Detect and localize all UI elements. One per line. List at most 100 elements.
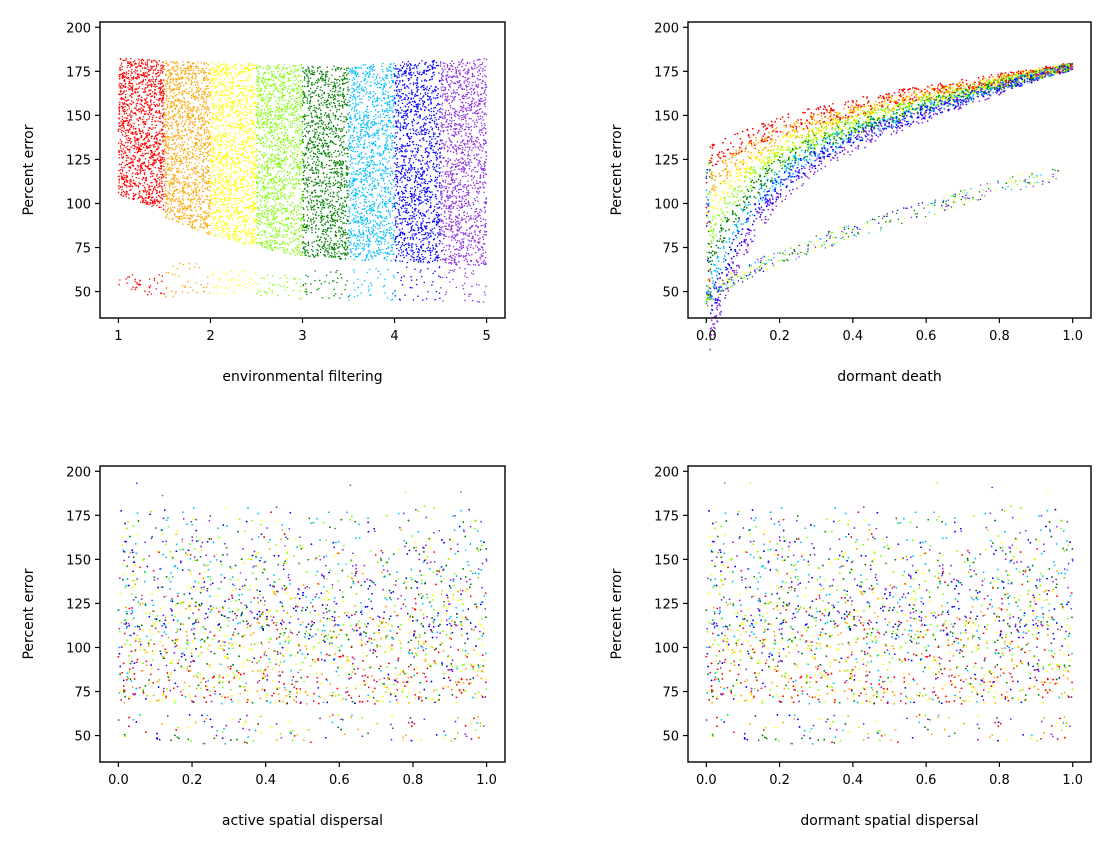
data-point: [160, 171, 162, 173]
data-point: [135, 143, 137, 145]
data-point: [121, 98, 123, 100]
data-point: [153, 115, 155, 117]
data-point: [161, 178, 163, 180]
data-point: [119, 78, 121, 80]
data-point: [156, 175, 158, 177]
data-point: [179, 114, 181, 116]
data-point: [182, 202, 184, 204]
data-point: [135, 128, 137, 130]
data-point: [135, 107, 137, 109]
data-point: [149, 112, 151, 114]
data-point: [169, 137, 171, 139]
data-point: [175, 81, 177, 83]
data-point: [126, 100, 128, 102]
data-point: [167, 198, 169, 200]
data-point: [150, 176, 152, 178]
data-point: [148, 138, 150, 140]
data-point: [121, 151, 123, 153]
data-point: [202, 179, 204, 181]
data-point: [163, 193, 165, 195]
data-point: [156, 99, 158, 101]
data-point: [177, 189, 179, 191]
data-point: [210, 225, 212, 227]
data-point: [135, 66, 137, 68]
data-point: [159, 110, 161, 112]
data-point: [148, 118, 150, 120]
data-point: [184, 68, 186, 70]
data-point: [155, 127, 157, 129]
data-point: [146, 72, 148, 74]
data-point: [165, 99, 167, 101]
data-point: [204, 176, 206, 178]
data-point: [187, 104, 189, 106]
data-point: [167, 209, 169, 211]
data-point: [119, 279, 121, 281]
data-point: [125, 147, 127, 149]
data-point: [168, 119, 170, 121]
data-point: [145, 102, 147, 104]
data-point: [182, 61, 184, 63]
data-point: [143, 73, 145, 75]
data-point: [176, 61, 178, 63]
data-point: [132, 131, 134, 133]
data-point: [200, 207, 202, 209]
data-point: [120, 59, 122, 61]
data-point: [136, 105, 138, 107]
data-point: [151, 129, 153, 131]
data-point: [139, 158, 141, 160]
data-point: [182, 218, 184, 220]
data-point: [123, 195, 125, 197]
data-point: [205, 106, 207, 108]
data-point: [124, 106, 126, 108]
data-point: [207, 225, 209, 227]
data-point: [166, 202, 168, 204]
data-point: [206, 77, 208, 79]
data-point: [159, 115, 161, 117]
data-point: [208, 212, 210, 214]
data-point: [156, 94, 158, 96]
data-point: [140, 201, 142, 203]
data-point: [133, 76, 135, 78]
data-point: [175, 175, 177, 177]
data-point: [209, 200, 211, 202]
data-point: [149, 291, 151, 293]
data-point: [150, 101, 152, 103]
data-point: [184, 148, 186, 150]
data-point: [208, 190, 210, 192]
data-point: [197, 131, 199, 133]
data-point: [171, 163, 173, 165]
data-point: [166, 88, 168, 90]
data-point: [125, 59, 127, 61]
data-point: [187, 148, 189, 150]
data-point: [207, 85, 209, 87]
data-point: [187, 110, 189, 112]
data-point: [162, 117, 164, 119]
data-point: [127, 146, 129, 148]
data-point: [118, 113, 120, 115]
data-point: [130, 185, 132, 187]
data-point: [207, 88, 209, 90]
data-point: [187, 113, 189, 115]
data-point: [182, 163, 184, 165]
data-point: [137, 109, 139, 111]
data-point: [148, 204, 150, 206]
data-point: [184, 141, 186, 143]
data-point: [122, 102, 124, 104]
data-point: [123, 130, 125, 132]
data-point: [208, 178, 210, 180]
data-point: [146, 135, 148, 137]
data-point: [202, 218, 204, 220]
data-point: [119, 67, 121, 69]
data-point: [201, 176, 203, 178]
data-point: [143, 60, 145, 62]
data-point: [208, 215, 210, 217]
data-point: [179, 164, 181, 166]
data-point: [168, 193, 170, 195]
data-point: [195, 144, 197, 146]
data-point: [146, 146, 148, 148]
data-point: [167, 169, 169, 171]
data-point: [132, 134, 134, 136]
data-point: [200, 72, 202, 74]
data-point: [124, 176, 126, 178]
data-point: [160, 89, 162, 91]
